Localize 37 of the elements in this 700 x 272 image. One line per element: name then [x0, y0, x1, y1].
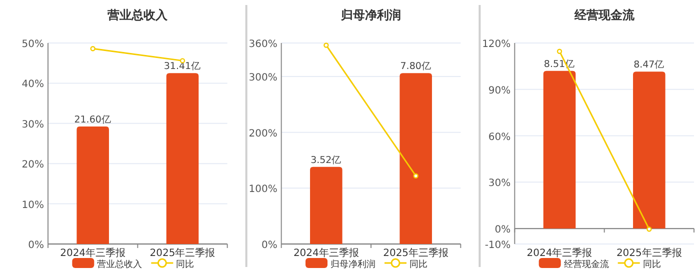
y-tick-label: 90% — [488, 85, 511, 96]
y-tick-label: 200% — [248, 128, 278, 140]
x-tick-label: 2024年三季报 — [60, 247, 126, 259]
y-tick-label: 0% — [28, 240, 44, 251]
y-tick-label: 0% — [494, 224, 511, 236]
y-tick-label: 300% — [248, 72, 278, 84]
y-tick-label: 100% — [248, 184, 278, 196]
chart-title: 经营现金流 — [573, 8, 636, 22]
legend-label: 营业总收入 — [97, 259, 142, 270]
x-tick-label: 2024年三季报 — [526, 247, 592, 259]
legend-label: 同比 — [642, 259, 661, 270]
data-label: 3.52亿 — [310, 154, 342, 166]
legend-label: 经营现金流 — [564, 259, 609, 270]
x-tick-label: 2025年三季报 — [150, 247, 216, 259]
y-tick-label: 20% — [22, 160, 44, 171]
data-label: 31.41亿 — [164, 61, 202, 72]
y-tick-label: 120% — [482, 39, 511, 50]
x-tick-label: 2024年三季报 — [293, 247, 359, 259]
x-tick-label: 2025年三季报 — [383, 247, 449, 259]
y-tick-label: -10% — [484, 240, 511, 251]
y-tick-label: 30% — [22, 119, 44, 130]
y-tick-label: 10% — [22, 200, 44, 211]
chart-title: 归母净利润 — [340, 8, 401, 22]
legend-label: 同比 — [410, 259, 428, 270]
x-tick-label: 2025年三季报 — [616, 247, 682, 259]
y-tick-label: 30% — [488, 178, 511, 190]
data-label: 21.60亿 — [74, 114, 112, 126]
legend-label: 归母净利润 — [330, 259, 376, 270]
data-label: 7.80亿 — [400, 61, 432, 72]
y-tick-label: 40% — [22, 79, 44, 90]
y-tick-label: 50% — [22, 39, 44, 50]
y-tick-label: 60% — [488, 132, 511, 143]
y-tick-label: 0% — [261, 240, 278, 251]
legend-label: 同比 — [176, 259, 194, 270]
y-tick-label: 360% — [248, 39, 278, 50]
data-label: 8.47亿 — [634, 60, 665, 71]
chart-title: 营业总收入 — [106, 8, 169, 22]
